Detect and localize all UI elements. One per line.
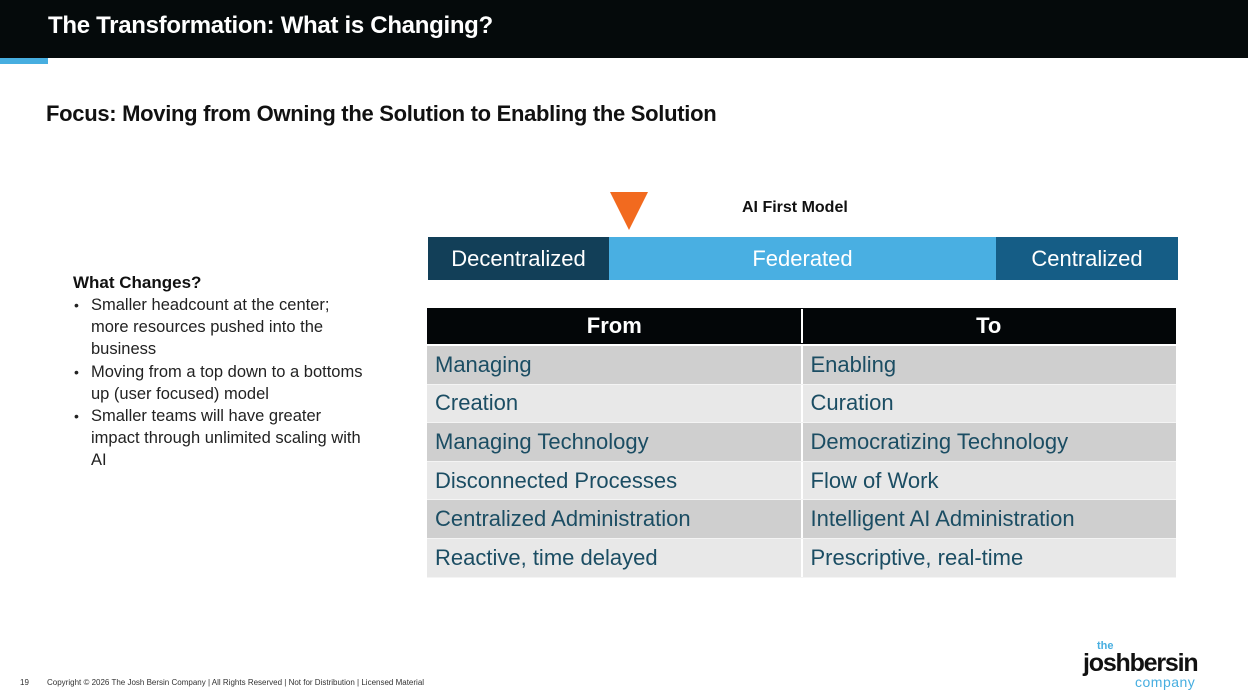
table-row: Reactive, time delayed Prescriptive, rea…	[427, 538, 1177, 578]
header-bar: The Transformation: What is Changing?	[0, 0, 1248, 58]
table-header: From To	[427, 308, 1176, 344]
cell-from: Reactive, time delayed	[435, 544, 658, 570]
table-body: Managing Enabling Creation Curation Mana…	[427, 346, 1176, 578]
bullet-icon: •	[74, 297, 79, 313]
bullet-icon: •	[74, 363, 79, 380]
bullet-text: Smaller headcount at the center; more re…	[91, 296, 330, 359]
cell-to: Enabling	[800, 346, 1177, 384]
cell-from: Managing Technology	[435, 428, 649, 454]
cell-from: Disconnected Processes	[435, 467, 678, 493]
spectrum-federated: Federated	[609, 237, 996, 280]
bullet-text: Moving from a top down to a bottoms up (…	[91, 362, 363, 403]
cell-from: Managing	[435, 351, 532, 377]
model-label: AI First Model	[742, 199, 848, 216]
page-number: 19	[20, 678, 29, 687]
bullet-item: • Smaller headcount at the center; more …	[73, 294, 363, 361]
cell-to: Flow of Work	[800, 461, 1177, 500]
cell-to: Democratizing Technology	[800, 423, 1177, 461]
cell-to: Intelligent AI Administration	[800, 500, 1177, 538]
org-model-spectrum: Decentralized Federated Centralized	[428, 237, 1178, 280]
table-row: Disconnected Processes Flow of Work	[427, 461, 1177, 501]
cell-to: Curation	[800, 384, 1177, 423]
logo-company: company	[1135, 674, 1196, 690]
position-marker-triangle-icon	[610, 192, 648, 230]
from-to-table: From To Managing Enabling Creation Curat…	[427, 308, 1176, 578]
table-row: Creation Curation	[427, 384, 1177, 424]
slide-title: The Transformation: What is Changing?	[48, 12, 493, 39]
table-row: Managing Technology Democratizing Techno…	[427, 423, 1176, 462]
cell-to: Prescriptive, real-time	[800, 538, 1177, 577]
bullet-text: Smaller teams will have greater impact t…	[91, 407, 361, 470]
cell-from: Creation	[435, 390, 519, 416]
accent-strip	[0, 58, 48, 64]
bullet-item: • Moving from a top down to a bottoms up…	[73, 361, 363, 405]
spectrum-centralized: Centralized	[996, 237, 1178, 280]
what-changes-panel: What Changes? • Smaller headcount at the…	[73, 272, 363, 472]
bullet-item: • Smaller teams will have greater impact…	[73, 405, 363, 472]
logo-the: the	[1097, 640, 1114, 652]
header-to: To	[800, 309, 1176, 343]
table-row: Managing Enabling	[427, 346, 1176, 385]
table-row: Centralized Administration Intelligent A…	[427, 500, 1176, 539]
what-changes-list: • Smaller headcount at the center; more …	[73, 294, 363, 472]
logo-main: joshbersin	[1083, 649, 1199, 677]
copyright-notice: Copyright © 2026 The Josh Bersin Company…	[47, 678, 425, 687]
what-changes-heading: What Changes?	[73, 273, 202, 292]
company-logo: the joshbersin company	[1080, 640, 1210, 690]
spectrum-decentralized: Decentralized	[428, 237, 609, 280]
cell-from: Centralized Administration	[435, 506, 691, 532]
header-from: From	[586, 313, 642, 338]
slide-subtitle: Focus: Moving from Owning the Solution t…	[46, 101, 717, 126]
bullet-icon: •	[74, 408, 79, 425]
